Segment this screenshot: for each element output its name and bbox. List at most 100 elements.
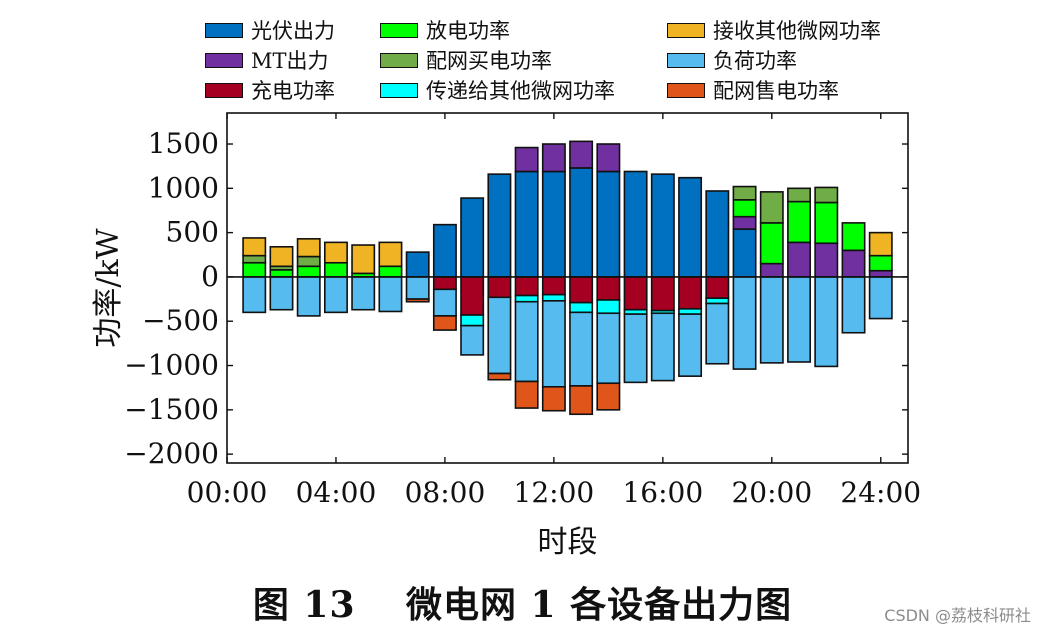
bar-series4-h3 bbox=[296, 255, 321, 268]
bar-series1-h24 bbox=[868, 269, 893, 278]
legend-label: 配网买电功率 bbox=[426, 49, 552, 73]
bar-series0-h14 bbox=[596, 170, 621, 278]
bar-series0-h9 bbox=[460, 197, 485, 278]
x-tick-label: 04:00 bbox=[296, 476, 377, 509]
bar-series0-h19 bbox=[732, 228, 757, 278]
bar-series0-h17 bbox=[678, 176, 703, 278]
legend-label: 传递给其他微网功率 bbox=[426, 79, 615, 103]
bar-series7-h23 bbox=[841, 276, 866, 334]
legend-label: 充电功率 bbox=[251, 79, 335, 103]
legend-item: 光伏出力 bbox=[205, 16, 335, 44]
bar-series0-h13 bbox=[569, 167, 594, 278]
bar-series7-h10 bbox=[487, 296, 512, 375]
bar-series5-h14 bbox=[596, 299, 621, 315]
bar-series0-h18 bbox=[705, 190, 730, 278]
x-tick-label: 20:00 bbox=[731, 476, 812, 509]
legend-label: 放电功率 bbox=[426, 19, 510, 43]
legend-swatch bbox=[205, 22, 243, 38]
legend-item: 负荷功率 bbox=[667, 46, 797, 74]
legend-swatch bbox=[380, 22, 418, 38]
legend-swatch bbox=[667, 82, 705, 98]
bar-series4-h1 bbox=[242, 254, 267, 264]
bar-series0-h15 bbox=[623, 170, 648, 278]
bar-series0-h12 bbox=[541, 170, 566, 278]
watermark: CSDN @荔枝科研社 bbox=[884, 606, 1031, 625]
y-tick-label: 0 bbox=[201, 260, 219, 293]
bar-series6-h6 bbox=[378, 241, 403, 268]
bar-series3-h24 bbox=[868, 254, 893, 272]
legend-item: 充电功率 bbox=[205, 76, 335, 104]
bar-series7-h20 bbox=[759, 276, 784, 364]
bar-series7-h22 bbox=[814, 276, 839, 368]
bar-series4-h22 bbox=[814, 186, 839, 204]
bar-series7-h7 bbox=[405, 276, 430, 300]
bar-series2-h12 bbox=[541, 276, 566, 296]
bar-series2-h9 bbox=[460, 276, 485, 316]
y-axis-label: 功率/kW bbox=[91, 228, 126, 347]
bar-series4-h21 bbox=[787, 187, 812, 203]
bar-series1-h13 bbox=[569, 140, 594, 169]
bar-series7-h21 bbox=[787, 276, 812, 363]
plot-frame bbox=[226, 112, 909, 464]
legend-item: 放电功率 bbox=[380, 16, 510, 44]
bar-series7-h14 bbox=[596, 312, 621, 385]
legend-swatch bbox=[667, 52, 705, 68]
y-tick-label: 1500 bbox=[148, 127, 219, 160]
bar-series7-h16 bbox=[650, 312, 675, 382]
bar-series7-h24 bbox=[868, 276, 893, 320]
bar-series3-h22 bbox=[814, 201, 839, 245]
legend-swatch bbox=[380, 82, 418, 98]
y-tick-label: −500 bbox=[142, 304, 219, 337]
legend-item: MT出力 bbox=[205, 46, 329, 74]
bar-series7-h6 bbox=[378, 276, 403, 313]
bar-series0-h10 bbox=[487, 173, 512, 278]
bar-series5-h11 bbox=[514, 294, 539, 303]
bar-series6-h3 bbox=[296, 238, 321, 258]
legend-item: 接收其他微网功率 bbox=[667, 16, 881, 44]
bar-series2-h8 bbox=[432, 276, 457, 291]
y-tick-label: 500 bbox=[166, 216, 219, 249]
bar-series3-h21 bbox=[787, 200, 812, 244]
bar-series6-h4 bbox=[323, 241, 348, 264]
bar-series1-h23 bbox=[841, 249, 866, 278]
bar-series8-h13 bbox=[569, 385, 594, 416]
bar-series8-h7 bbox=[405, 298, 430, 303]
bar-series6-h1 bbox=[242, 237, 267, 257]
bar-series2-h10 bbox=[487, 276, 512, 299]
bar-series2-h17 bbox=[678, 276, 703, 310]
legend-label: 负荷功率 bbox=[713, 49, 797, 73]
bar-series3-h23 bbox=[841, 222, 866, 252]
legend-label: MT出力 bbox=[251, 49, 329, 73]
bar-series8-h14 bbox=[596, 382, 621, 411]
bar-series2-h13 bbox=[569, 276, 594, 304]
bar-series7-h12 bbox=[541, 300, 566, 388]
bar-series0-h8 bbox=[432, 223, 457, 278]
bar-series2-h16 bbox=[650, 276, 675, 312]
bar-series7-h8 bbox=[432, 288, 457, 317]
legend-swatch bbox=[380, 52, 418, 68]
bar-series7-h2 bbox=[269, 276, 294, 311]
bar-series1-h11 bbox=[514, 146, 539, 173]
bar-series3-h6 bbox=[378, 265, 403, 278]
bar-series2-h18 bbox=[705, 276, 730, 299]
bar-series1-h14 bbox=[596, 143, 621, 173]
x-tick-label: 00:00 bbox=[187, 476, 268, 509]
y-tick-label: 1000 bbox=[148, 171, 219, 204]
bar-series7-h18 bbox=[705, 302, 730, 365]
x-tick-label: 08:00 bbox=[405, 476, 486, 509]
y-tick-label: −1000 bbox=[124, 349, 219, 382]
bar-series1-h22 bbox=[814, 242, 839, 278]
bar-series3-h3 bbox=[296, 265, 321, 278]
bar-series8-h12 bbox=[541, 385, 566, 412]
bar-series1-h19 bbox=[732, 215, 757, 230]
x-tick-label: 12:00 bbox=[514, 476, 595, 509]
bar-series5-h12 bbox=[541, 293, 566, 302]
legend-swatch bbox=[205, 82, 243, 98]
x-axis-label: 时段 bbox=[538, 525, 598, 560]
legend-swatch bbox=[667, 22, 705, 38]
bar-series4-h19 bbox=[732, 185, 757, 201]
bar-series5-h9 bbox=[460, 314, 485, 327]
bar-series7-h19 bbox=[732, 276, 757, 370]
bar-series0-h7 bbox=[405, 251, 430, 278]
bar-series1-h12 bbox=[541, 143, 566, 173]
